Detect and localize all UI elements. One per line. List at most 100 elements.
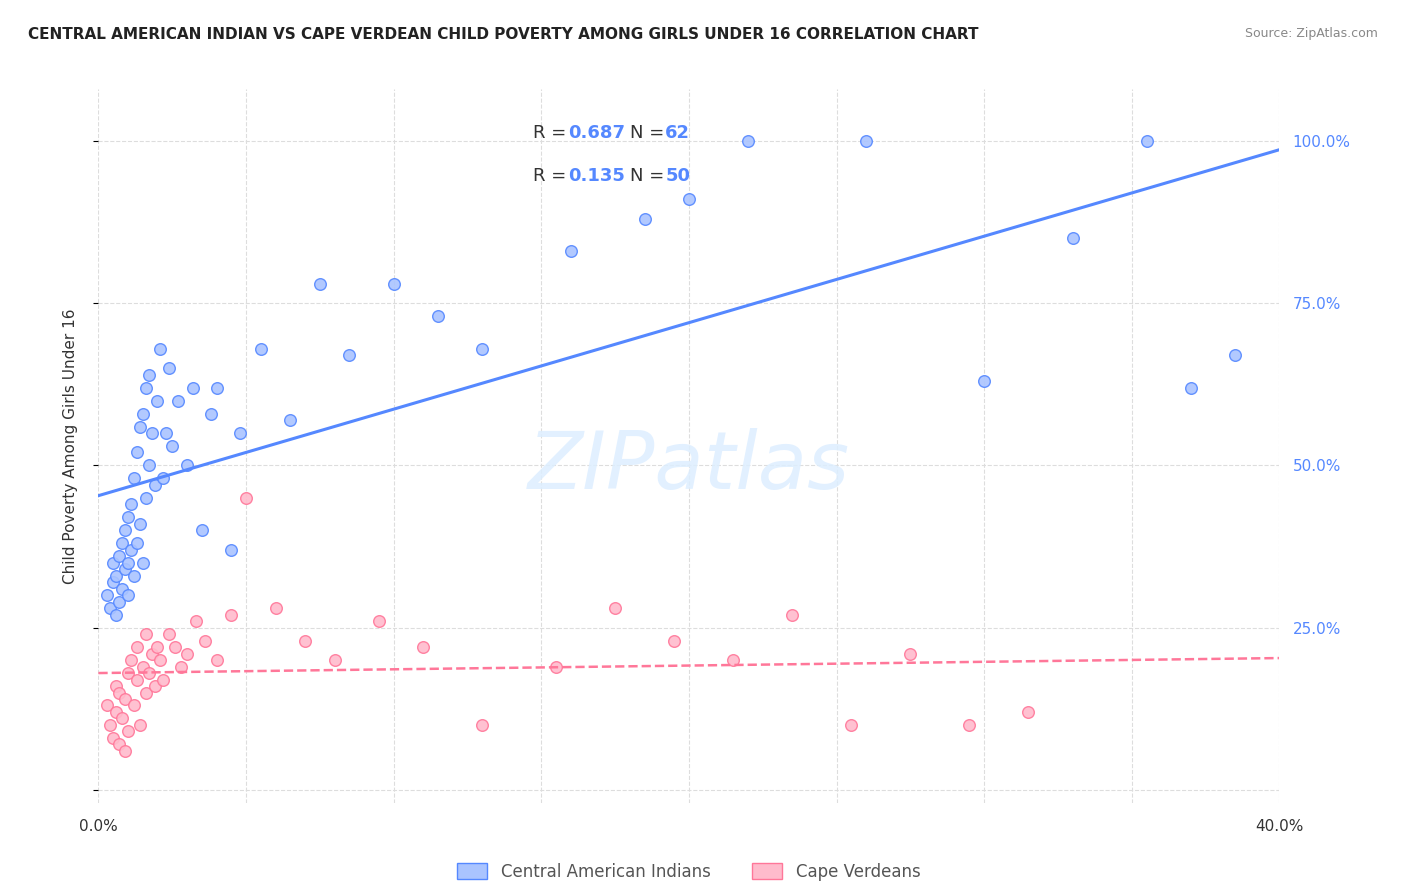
- Point: [132, 407, 155, 421]
- Point: [114, 524, 136, 538]
- Point: [382, 277, 405, 291]
- Point: [132, 556, 155, 570]
- Point: [135, 685, 157, 699]
- Point: [132, 659, 155, 673]
- Point: [471, 718, 494, 732]
- Point: [135, 381, 157, 395]
- Point: [782, 607, 804, 622]
- Point: [546, 659, 568, 673]
- Point: [723, 653, 745, 667]
- Point: [128, 516, 150, 531]
- Point: [1017, 705, 1039, 719]
- Point: [1180, 381, 1202, 395]
- Point: [170, 659, 193, 673]
- Point: [125, 445, 148, 459]
- Point: [205, 381, 228, 395]
- Point: [235, 491, 257, 505]
- Point: [128, 419, 150, 434]
- Point: [125, 673, 148, 687]
- Point: [605, 601, 627, 615]
- Point: [737, 134, 759, 148]
- Point: [309, 277, 332, 291]
- Point: [146, 640, 169, 654]
- Point: [219, 542, 242, 557]
- Point: [157, 627, 180, 641]
- Point: [339, 348, 360, 362]
- Point: [855, 134, 877, 148]
- Point: [120, 542, 142, 557]
- Point: [959, 718, 981, 732]
- Point: [191, 524, 214, 538]
- Point: [105, 568, 128, 582]
- Point: [120, 497, 142, 511]
- Point: [176, 458, 198, 473]
- Point: [96, 698, 118, 713]
- Point: [117, 724, 139, 739]
- Point: [176, 647, 198, 661]
- Text: 0.687: 0.687: [568, 125, 626, 143]
- Point: [664, 633, 686, 648]
- Point: [122, 698, 145, 713]
- Point: [103, 731, 125, 745]
- Point: [167, 393, 190, 408]
- Point: [278, 413, 302, 427]
- Point: [250, 342, 273, 356]
- Point: [117, 666, 139, 681]
- Point: [135, 627, 157, 641]
- Point: [323, 653, 346, 667]
- Point: [427, 310, 450, 324]
- Point: [200, 407, 222, 421]
- Point: [108, 685, 131, 699]
- Point: [973, 374, 995, 388]
- Text: 50: 50: [665, 168, 690, 186]
- Text: N =: N =: [630, 125, 669, 143]
- Point: [152, 471, 174, 485]
- Point: [205, 653, 228, 667]
- Text: 62: 62: [665, 125, 690, 143]
- Point: [678, 193, 700, 207]
- Point: [117, 510, 139, 524]
- Point: [141, 425, 163, 440]
- Point: [128, 718, 150, 732]
- Point: [103, 556, 125, 570]
- Point: [111, 582, 134, 596]
- Point: [194, 633, 217, 648]
- Text: R =: R =: [533, 125, 572, 143]
- Point: [184, 614, 207, 628]
- Point: [111, 711, 134, 725]
- Point: [412, 640, 434, 654]
- Point: [108, 595, 131, 609]
- Point: [841, 718, 863, 732]
- Point: [117, 588, 139, 602]
- Text: N =: N =: [630, 168, 669, 186]
- Point: [122, 471, 145, 485]
- Point: [1223, 348, 1246, 362]
- Point: [105, 679, 128, 693]
- Point: [141, 647, 163, 661]
- Point: [1062, 231, 1084, 245]
- Point: [155, 425, 177, 440]
- Point: [181, 381, 204, 395]
- Point: [165, 640, 187, 654]
- Point: [98, 601, 121, 615]
- Point: [294, 633, 316, 648]
- Point: [471, 342, 494, 356]
- Point: [152, 673, 174, 687]
- Point: [138, 458, 160, 473]
- Text: CENTRAL AMERICAN INDIAN VS CAPE VERDEAN CHILD POVERTY AMONG GIRLS UNDER 16 CORRE: CENTRAL AMERICAN INDIAN VS CAPE VERDEAN …: [28, 27, 979, 42]
- Point: [111, 536, 134, 550]
- Text: Source: ZipAtlas.com: Source: ZipAtlas.com: [1244, 27, 1378, 40]
- Point: [162, 439, 183, 453]
- Point: [146, 393, 169, 408]
- Point: [149, 653, 172, 667]
- Point: [219, 607, 242, 622]
- Y-axis label: Child Poverty Among Girls Under 16: Child Poverty Among Girls Under 16: [63, 309, 77, 583]
- Point: [108, 549, 131, 564]
- Point: [560, 244, 582, 259]
- Point: [108, 738, 131, 752]
- Point: [143, 679, 166, 693]
- Point: [105, 607, 128, 622]
- Point: [114, 744, 136, 758]
- Point: [125, 536, 148, 550]
- Point: [149, 342, 172, 356]
